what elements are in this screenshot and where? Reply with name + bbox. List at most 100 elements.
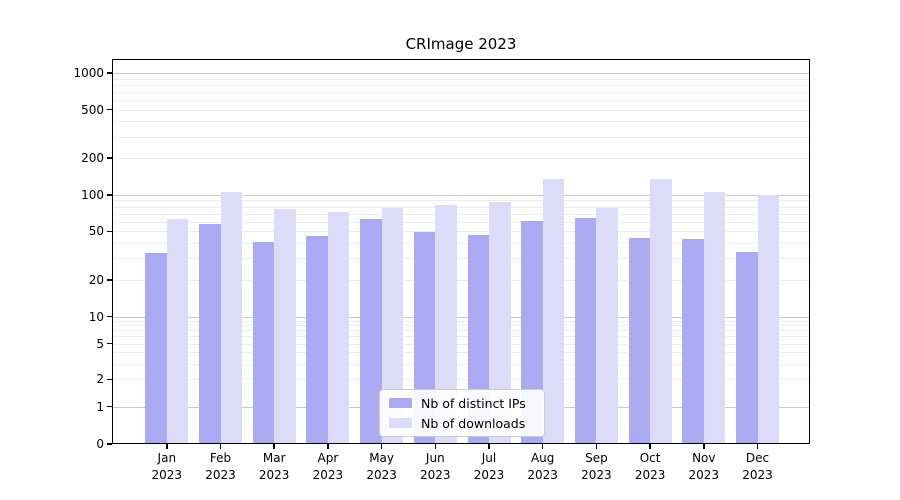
y-tick-label: 1000 (73, 66, 104, 80)
gridline (112, 363, 810, 365)
gridline (112, 343, 810, 345)
gridline (112, 330, 810, 332)
y-tick-mark (107, 279, 112, 281)
y-tick-label: 200 (81, 151, 104, 166)
bar-distinct-ips-may (360, 219, 382, 444)
x-tick-mark (541, 444, 544, 449)
legend-label-distinct-ips: Nb of distinct IPs (421, 395, 526, 411)
bar-downloads-aug (542, 178, 565, 444)
x-tick-label: Oct 2023 (634, 451, 666, 482)
gridline (112, 379, 810, 381)
x-tick-label: Jun 2023 (420, 451, 451, 482)
gridline (112, 194, 810, 196)
x-tick-mark (434, 444, 437, 449)
bar-downloads-feb (220, 192, 242, 444)
legend-row-downloads: Nb of downloads (389, 416, 535, 431)
x-tick-label: Jan 2023 (151, 451, 183, 482)
gridline (112, 100, 810, 101)
bar-downloads-jul (489, 201, 511, 444)
y-tick-mark (107, 443, 112, 445)
gridline (112, 136, 810, 138)
bar-downloads-jan (166, 219, 189, 444)
bar-distinct-ips-sep (574, 218, 597, 444)
legend-row-distinct-ips: Nb of distinct IPs (389, 396, 535, 411)
y-tick-mark (107, 194, 112, 196)
bar-downloads-dec (757, 194, 779, 444)
y-tick-mark (107, 157, 112, 159)
gridline (112, 84, 810, 86)
x-tick-mark (595, 444, 598, 449)
gridline (112, 158, 810, 160)
chart-title: CRImage 2023 (405, 35, 517, 53)
gridline (112, 258, 810, 260)
x-tick-mark (703, 444, 705, 449)
bar-distinct-ips-aug (521, 220, 543, 444)
x-tick-mark (327, 444, 329, 449)
y-tick-label: 100 (81, 187, 104, 202)
y-tick-mark (107, 230, 112, 233)
bar-downloads-nov (703, 191, 726, 444)
bar-distinct-ips-jan (145, 253, 167, 444)
gridline (112, 78, 810, 80)
y-tick-mark (107, 108, 112, 111)
legend-swatch-distinct-ips (389, 398, 412, 408)
legend: Nb of distinct IPs Nb of downloads (379, 389, 545, 437)
gridline (112, 352, 810, 354)
gridline (112, 91, 810, 93)
x-tick-mark (380, 444, 383, 449)
x-tick-mark (219, 444, 222, 449)
bar-downloads-jun (435, 205, 457, 444)
gridline (112, 243, 810, 245)
x-tick-mark (488, 444, 490, 449)
bar-distinct-ips-mar (252, 241, 275, 444)
x-tick-label: Mar 2023 (258, 451, 290, 482)
gridline (112, 316, 810, 318)
x-tick-label: Sep 2023 (581, 451, 612, 482)
x-tick-mark (756, 444, 759, 449)
gridline (112, 206, 810, 208)
gridline (112, 213, 810, 215)
y-tick-mark (107, 405, 112, 408)
gridline (112, 231, 810, 233)
y-tick-label: 50 (88, 224, 104, 239)
gridline (112, 325, 810, 327)
x-tick-mark (273, 444, 275, 449)
gridline (112, 320, 810, 322)
gridline (112, 200, 810, 202)
bar-distinct-ips-dec (736, 251, 758, 444)
legend-label-downloads: Nb of downloads (421, 415, 526, 431)
y-tick-label: 0 (96, 437, 104, 451)
y-tick-mark (107, 72, 112, 74)
y-tick-label: 20 (88, 272, 104, 287)
x-tick-mark (166, 444, 168, 449)
bar-distinct-ips-oct (628, 238, 651, 444)
y-tick-label: 500 (81, 102, 104, 117)
bar-distinct-ips-apr (306, 235, 328, 444)
gridline (112, 336, 810, 338)
y-tick-label: 2 (96, 372, 104, 387)
y-tick-mark (107, 315, 112, 318)
gridline (112, 221, 810, 223)
bar-distinct-ips-feb (199, 223, 221, 444)
x-tick-label: Aug 2023 (527, 451, 558, 482)
x-tick-label: Jul 2023 (473, 451, 505, 482)
gridline (112, 109, 810, 111)
bar-downloads-may (381, 207, 404, 444)
gridline (112, 279, 810, 281)
gridline (112, 121, 810, 123)
bar-downloads-sep (596, 207, 618, 444)
bar-downloads-apr (327, 212, 350, 444)
y-tick-mark (107, 342, 112, 345)
bar-downloads-oct (650, 178, 672, 444)
y-tick-label: 10 (88, 309, 104, 324)
x-tick-label: Dec 2023 (742, 451, 773, 482)
bar-distinct-ips-nov (682, 239, 704, 444)
y-tick-label: 1 (96, 399, 104, 414)
y-tick-mark (107, 378, 112, 381)
x-tick-label: May 2023 (366, 451, 397, 482)
x-tick-mark (649, 444, 651, 449)
plot-area (112, 59, 810, 444)
bar-downloads-mar (274, 209, 296, 444)
x-tick-label: Nov 2023 (688, 451, 720, 482)
